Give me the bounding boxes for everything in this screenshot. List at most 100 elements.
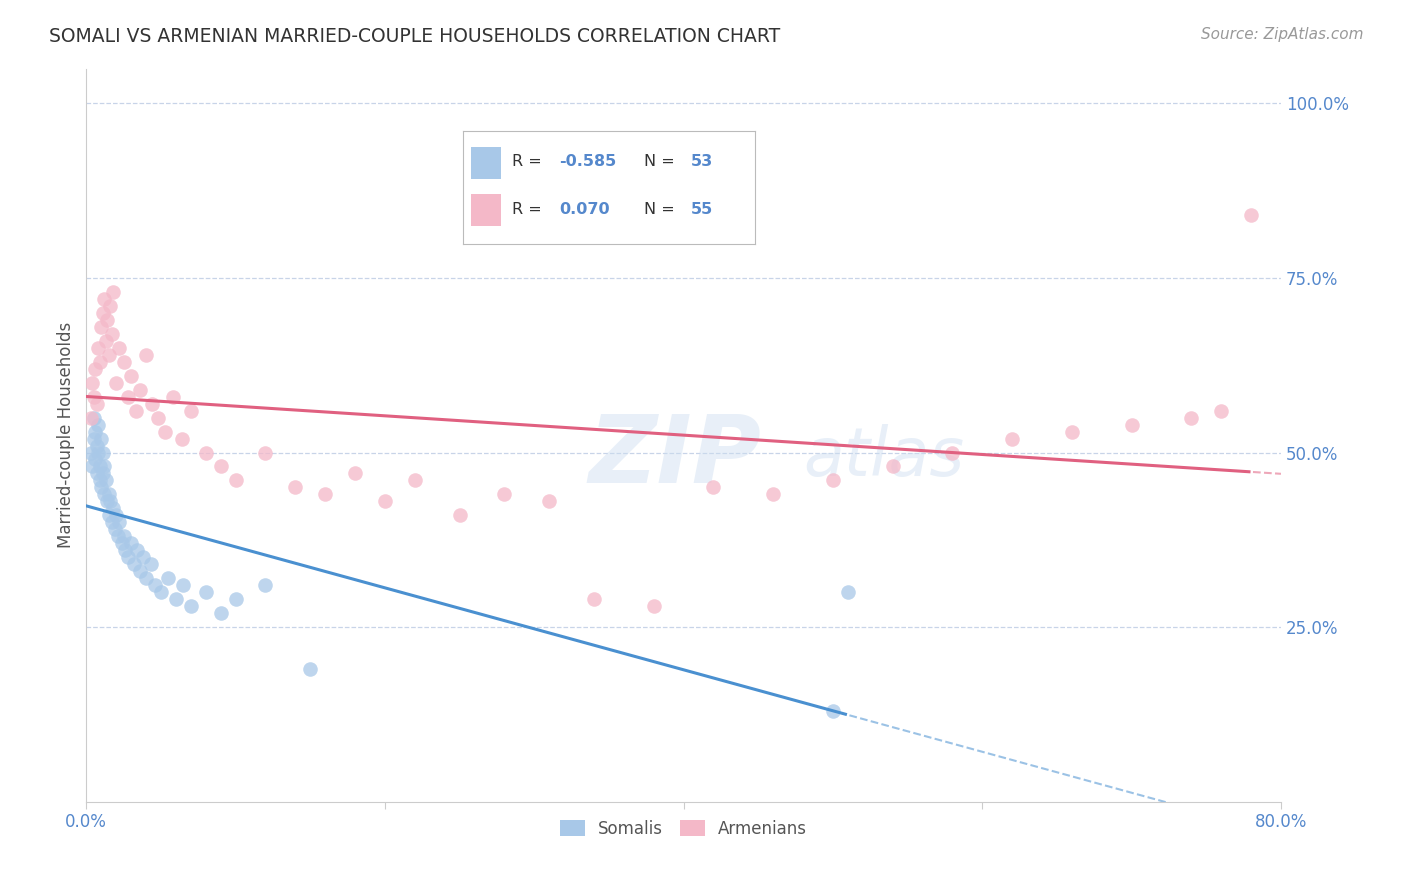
Point [582,592,605,607]
Point [209,606,232,620]
Point [155,425,177,439]
Point [494,487,516,501]
Point [86,397,108,411]
Point [83,410,105,425]
Point [180,403,202,417]
Point [284,480,307,494]
Point [101,285,124,299]
Point [837,585,859,599]
Point [702,480,724,494]
Point [90,319,112,334]
Point [89,459,111,474]
Point [117,390,139,404]
Point [194,585,217,599]
Y-axis label: Married-couple Households: Married-couple Households [58,322,75,549]
Point [87,417,110,432]
Point [83,432,105,446]
Point [97,348,120,362]
Point [108,516,131,530]
Point [84,425,107,439]
Point [129,564,152,578]
Point [86,467,108,481]
Point [538,494,561,508]
Point [112,529,135,543]
Point [86,438,108,452]
Point [122,558,145,572]
Point [299,662,322,676]
Point [91,306,114,320]
Text: SOMALI VS ARMENIAN MARRIED-COUPLE HOUSEHOLDS CORRELATION CHART: SOMALI VS ARMENIAN MARRIED-COUPLE HOUSEH… [49,27,780,45]
Point [84,452,107,467]
Point [112,355,135,369]
Point [100,326,122,341]
Point [100,516,122,530]
Point [120,368,142,383]
Point [80,445,103,459]
Point [194,445,217,459]
Point [93,292,115,306]
Point [96,313,118,327]
Point [162,390,184,404]
Point [165,592,187,607]
Point [93,459,115,474]
Point [1060,425,1083,439]
Point [143,578,166,592]
Point [172,578,194,592]
Point [1180,410,1202,425]
Point [107,529,129,543]
Text: atlas: atlas [803,424,965,490]
Point [157,571,180,585]
Point [129,383,152,397]
Point [344,467,367,481]
Point [84,361,107,376]
Point [225,474,247,488]
Point [643,599,665,613]
Point [135,571,157,585]
Text: Source: ZipAtlas.com: Source: ZipAtlas.com [1201,27,1364,42]
Point [98,299,121,313]
Point [1001,432,1024,446]
Point [89,355,111,369]
Legend: Somalis, Armenians: Somalis, Armenians [554,814,814,845]
Point [180,599,202,613]
Point [93,487,115,501]
Point [114,543,136,558]
Point [98,494,121,508]
Point [821,474,844,488]
Point [90,432,112,446]
Point [1211,403,1233,417]
Point [404,474,426,488]
Text: ZIP: ZIP [588,411,761,503]
Point [1121,417,1143,432]
Point [125,543,148,558]
Point [89,474,111,488]
Point [97,487,120,501]
Point [141,397,163,411]
Point [146,410,169,425]
Point [104,522,127,536]
Point [941,445,963,459]
Point [374,494,396,508]
Point [149,585,172,599]
Point [117,550,139,565]
Point [87,445,110,459]
Point [94,334,117,348]
Point [82,459,104,474]
Point [314,487,336,501]
Point [254,578,277,592]
Point [209,459,232,474]
Point [91,445,114,459]
Point [101,501,124,516]
Point [120,536,142,550]
Point [111,536,134,550]
Point [1240,208,1263,222]
Point [139,558,162,572]
Point [87,341,110,355]
Point [80,410,103,425]
Point [135,348,157,362]
Point [124,403,146,417]
Point [108,341,131,355]
Point [82,376,104,390]
Point [762,487,785,501]
Point [83,390,105,404]
